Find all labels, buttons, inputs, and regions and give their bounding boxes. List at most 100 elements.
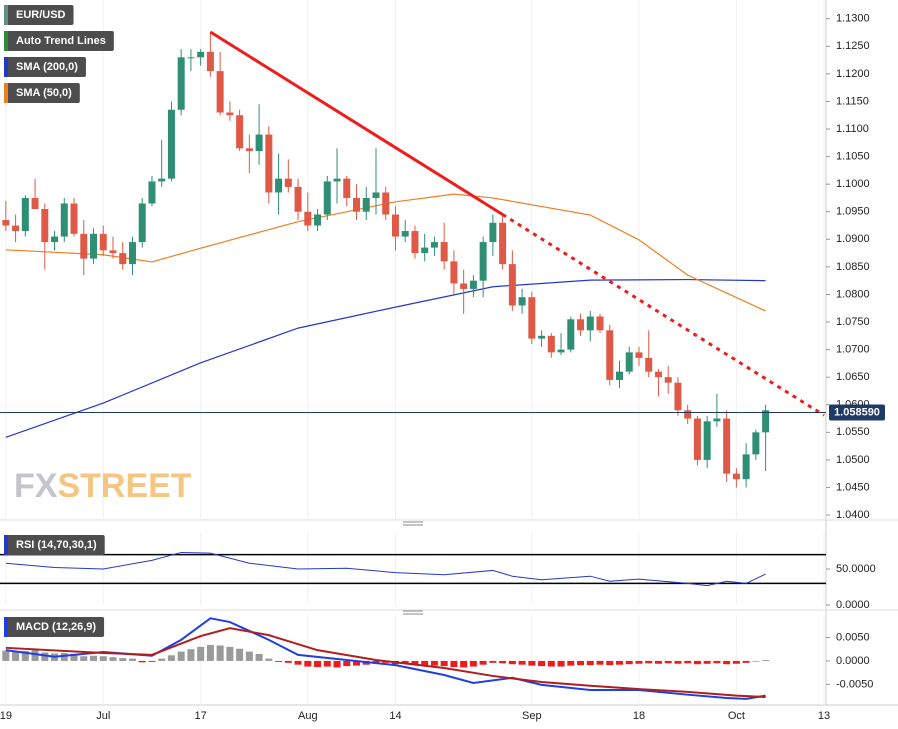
histogram-bar: [586, 660, 594, 666]
legend-item: SMA (50,0): [4, 83, 80, 103]
candle-body: [138, 203, 146, 243]
y-tick-label: 1.0750: [836, 316, 870, 328]
candle-body: [460, 283, 468, 289]
candle-body: [499, 222, 507, 265]
price-label-box: [829, 404, 885, 421]
trend-line: [209, 30, 504, 216]
histogram-bar: [119, 658, 127, 661]
histogram-bar: [128, 658, 136, 661]
histogram-bar: [616, 660, 623, 665]
histogram-bar: [245, 651, 253, 661]
histogram-bar: [177, 651, 185, 661]
candle-body: [489, 222, 497, 243]
histogram-bar: [684, 660, 692, 664]
candle-body: [752, 432, 760, 455]
candle-body: [518, 297, 526, 306]
candle-body: [245, 148, 253, 152]
candle-body: [606, 330, 614, 380]
legend-swatch: [4, 5, 8, 25]
histogram-bar: [90, 655, 98, 661]
candle-body: [528, 297, 536, 339]
histogram-bar: [148, 660, 156, 662]
histogram-bar: [430, 660, 438, 666]
histogram-bar: [2, 650, 10, 661]
y-tick-label: 1.1300: [836, 13, 870, 25]
x-tick-label: Sep: [522, 710, 542, 722]
histogram-bar: [674, 660, 682, 664]
candle-body: [2, 220, 10, 226]
legend-swatch: [4, 617, 8, 637]
candle-body: [538, 335, 546, 339]
y-tick-label: 1.1050: [836, 151, 870, 163]
x-tick-label: 19: [0, 710, 12, 722]
legend-swatch: [4, 31, 8, 51]
candle-body: [265, 134, 273, 193]
candle-body: [586, 316, 594, 331]
candle-body: [635, 352, 643, 358]
histogram-bar: [469, 660, 477, 667]
candle-body: [362, 197, 370, 212]
watermark: FXSTREET: [14, 467, 192, 505]
histogram-bar: [499, 660, 507, 664]
candle-body: [226, 112, 234, 116]
histogram-bar: [645, 660, 653, 664]
histogram-bar: [60, 652, 68, 661]
candle-body: [51, 236, 59, 243]
histogram-bar: [333, 660, 341, 668]
x-tick-label: Jul: [96, 710, 110, 722]
candle-body: [567, 319, 575, 350]
candle-body: [343, 178, 351, 198]
candle-body: [693, 418, 701, 460]
panel-handle: [403, 521, 423, 615]
candle-body: [284, 178, 292, 187]
candle-body: [391, 214, 399, 237]
histogram-bar: [596, 660, 604, 665]
candle-body: [703, 421, 711, 460]
candle-body: [469, 280, 477, 289]
y-tick-label: 1.1100: [836, 123, 869, 135]
histogram-bar: [732, 660, 740, 664]
histogram-bar: [216, 645, 224, 661]
candle-body: [372, 192, 380, 198]
histogram-bar: [742, 660, 750, 663]
histogram-bar: [693, 660, 701, 665]
x-tick-label: Aug: [298, 710, 318, 722]
candle-body: [323, 181, 331, 215]
histogram-bar: [479, 660, 487, 665]
histogram-bar: [547, 660, 555, 667]
histogram-bar: [12, 651, 20, 661]
legend-item: SMA (200,0): [4, 57, 86, 77]
candle-body: [645, 357, 653, 372]
candle-body: [41, 208, 49, 243]
histogram-bar: [41, 652, 49, 661]
candle-body: [577, 319, 585, 331]
y-tick-label: 0.0050: [836, 631, 870, 643]
histogram-bar: [723, 660, 731, 665]
candle-body: [109, 250, 117, 254]
candle-body: [382, 192, 390, 215]
histogram-bar: [304, 660, 312, 667]
legend-box: [4, 57, 86, 77]
indicator-line: [5, 551, 766, 587]
candle-body: [762, 410, 770, 433]
histogram-bar: [460, 660, 468, 668]
histogram-bar: [606, 660, 614, 666]
histogram-bar: [314, 660, 322, 668]
histogram-bar: [703, 660, 711, 664]
histogram-bar: [99, 656, 107, 661]
candle-body: [674, 382, 682, 411]
histogram-bar: [654, 660, 662, 664]
candle-body: [723, 418, 731, 474]
x-tick-label: 13: [818, 710, 830, 722]
histogram-bar: [284, 660, 292, 663]
candle-body: [128, 242, 136, 265]
histogram-bar: [557, 660, 565, 667]
candle-body: [304, 211, 312, 226]
candle-body: [450, 261, 458, 284]
legend-box: [4, 535, 105, 555]
legend-label: MACD (12,26,9): [16, 621, 96, 633]
y-tick-label: 1.0550: [836, 426, 870, 438]
legend-label: Auto Trend Lines: [16, 35, 106, 47]
candle-body: [421, 247, 429, 254]
